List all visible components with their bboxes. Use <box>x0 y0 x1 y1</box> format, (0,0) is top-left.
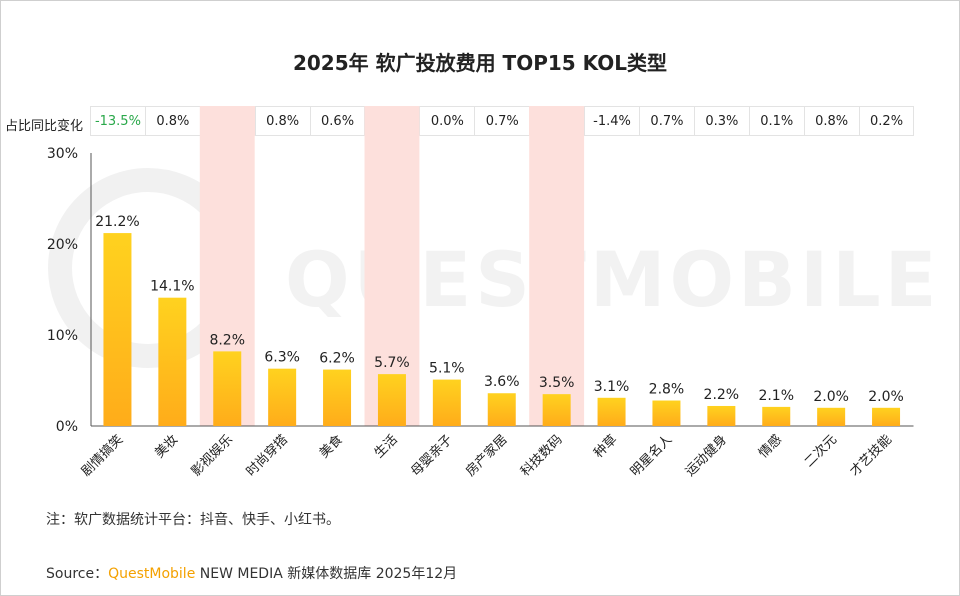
change-row-label: 占比同比变化 <box>5 119 84 134</box>
x-tick-label: 母婴亲子 <box>408 432 455 479</box>
bar-影视娱乐 <box>213 351 242 426</box>
bar-剧情搞笑 <box>103 233 132 426</box>
data-label: 8.2% <box>209 332 245 348</box>
change-cell: 0.6% <box>309 106 366 136</box>
x-tick-label: 科技数码 <box>518 432 565 479</box>
data-label: 2.8% <box>649 382 685 398</box>
change-cell: 0.8% <box>803 106 860 136</box>
x-tick-label: 运动健身 <box>682 432 730 480</box>
data-label: 6.2% <box>319 351 355 367</box>
data-label: 21.2% <box>95 214 139 230</box>
bar-美妆 <box>158 297 187 426</box>
y-tick-label: 10% <box>47 328 78 344</box>
data-label: 5.1% <box>429 361 465 377</box>
bar-明星名人 <box>652 400 681 426</box>
bar-母婴亲子 <box>432 379 461 426</box>
bar-房产家居 <box>487 393 516 426</box>
source-line: Source：QuestMobile NEW MEDIA 新媒体数据库 2025… <box>46 563 457 583</box>
bar-二次元 <box>817 407 846 426</box>
x-tick-label: 才艺技能 <box>847 432 894 479</box>
data-label: 2.1% <box>758 388 794 404</box>
data-label: 2.2% <box>704 387 740 403</box>
bar-生活 <box>377 374 406 426</box>
x-tick-label: 影视娱乐 <box>189 432 236 479</box>
x-tick-label: 种草 <box>591 432 620 461</box>
x-tick-label: 时尚穿搭 <box>243 432 291 480</box>
bar-才艺技能 <box>872 407 901 426</box>
bar-美食 <box>323 369 352 426</box>
footnote: 注：软广数据统计平台：抖音、快手、小红书。 <box>46 512 340 528</box>
x-tick-label: 美食 <box>316 432 346 462</box>
data-label: 6.3% <box>264 350 300 366</box>
bar-科技数码 <box>542 394 571 426</box>
x-tick-label: 美妆 <box>152 432 181 461</box>
change-cell: -1.4% <box>584 106 640 136</box>
x-tick-label: 生活 <box>372 432 401 461</box>
highlight-band <box>364 106 420 426</box>
data-label: 5.7% <box>374 355 410 371</box>
data-label: 3.1% <box>594 379 630 395</box>
y-tick-label: 20% <box>47 237 78 253</box>
data-label: 3.6% <box>484 374 520 390</box>
x-tick-label: 剧情搞笑 <box>78 432 126 480</box>
bar-时尚穿搭 <box>268 368 297 426</box>
x-tick-label: 明星名人 <box>627 432 675 480</box>
change-cell: 0.8% <box>254 106 311 136</box>
y-tick-label: 30% <box>47 146 78 162</box>
bar-chart: 0% 10% 20% 30% 21.2% 剧情搞笑 14.1% 美妆 8.2% 影视娱乐 6.3%… <box>47 106 914 480</box>
x-tick-label: 情感 <box>755 432 785 462</box>
bar-运动健身 <box>707 405 736 426</box>
change-cell: 0.7% <box>474 106 531 136</box>
change-cell: 0.3% <box>693 106 750 136</box>
bar-情感 <box>762 406 791 426</box>
data-label: 2.0% <box>813 389 849 405</box>
data-label: 3.5% <box>539 375 575 391</box>
data-label: 14.1% <box>150 279 194 295</box>
change-cell: 0.0% <box>419 106 476 136</box>
data-label: 2.0% <box>868 389 904 405</box>
source-brand: QuestMobile <box>108 566 196 582</box>
source-prefix: Source： <box>46 566 109 582</box>
source-suffix: NEW MEDIA 新媒体数据库 2025年12月 <box>199 566 458 582</box>
change-cell: 0.7% <box>639 106 695 136</box>
change-cell: 0.2% <box>858 106 915 136</box>
y-tick-label: 0% <box>56 419 78 435</box>
x-tick-label: 二次元 <box>801 432 840 471</box>
bar-种草 <box>597 397 626 426</box>
highlight-band <box>529 106 585 426</box>
change-cell: 0.1% <box>748 106 805 136</box>
chart-title: 2025年 软广投放费用 TOP15 KOL类型 <box>292 51 668 75</box>
x-tick-label: 房产家居 <box>462 432 510 480</box>
